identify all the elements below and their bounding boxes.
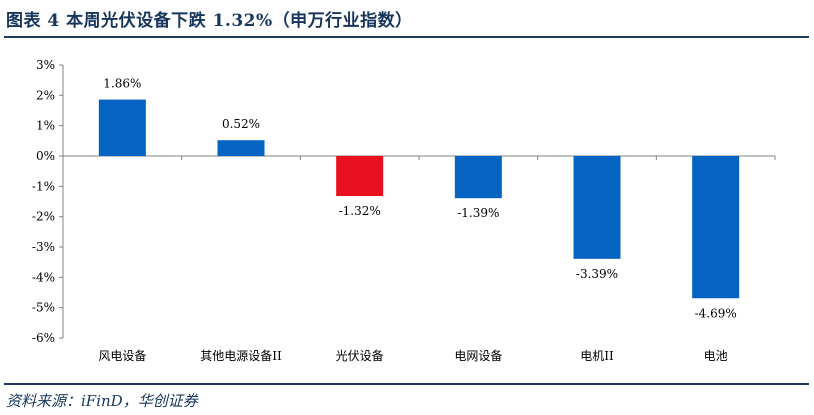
y-tick-label: -1% (32, 179, 55, 193)
bar (573, 156, 621, 259)
bar (692, 156, 740, 299)
bar (98, 99, 146, 156)
footer-rule (4, 383, 809, 385)
y-tick-label: 0% (36, 149, 55, 163)
y-tick-label: -6% (32, 331, 55, 345)
data-label: -3.39% (576, 267, 618, 281)
y-tick-label: 2% (36, 88, 55, 102)
y-tick-label: 3% (36, 58, 55, 72)
y-tick-label: -5% (32, 301, 55, 315)
y-tick-label: -2% (32, 210, 55, 224)
y-tick-label: -4% (32, 270, 55, 284)
y-tick-label: -3% (32, 240, 55, 254)
data-label: 0.52% (222, 117, 260, 131)
source-note: 资料来源：iFinD，华创证券 (6, 392, 198, 410)
category-label: 电机II (580, 349, 614, 363)
data-label: -1.39% (457, 206, 499, 220)
data-label: 1.86% (103, 77, 141, 91)
bar (454, 156, 502, 199)
figure-title: 图表 4 本周光伏设备下跌 1.32%（申万行业指数） (6, 11, 413, 31)
category-label: 其他电源设备II (200, 349, 282, 363)
category-label: 电池 (704, 349, 728, 363)
bar (217, 140, 265, 156)
bar (336, 156, 384, 197)
category-label: 风电设备 (98, 349, 146, 363)
y-tick-label: 1% (36, 119, 55, 133)
data-label: -1.32% (339, 204, 381, 218)
category-label: 电网设备 (454, 349, 502, 363)
category-label: 光伏设备 (336, 349, 384, 363)
title-rule (4, 36, 809, 38)
data-label: -4.69% (695, 306, 737, 320)
